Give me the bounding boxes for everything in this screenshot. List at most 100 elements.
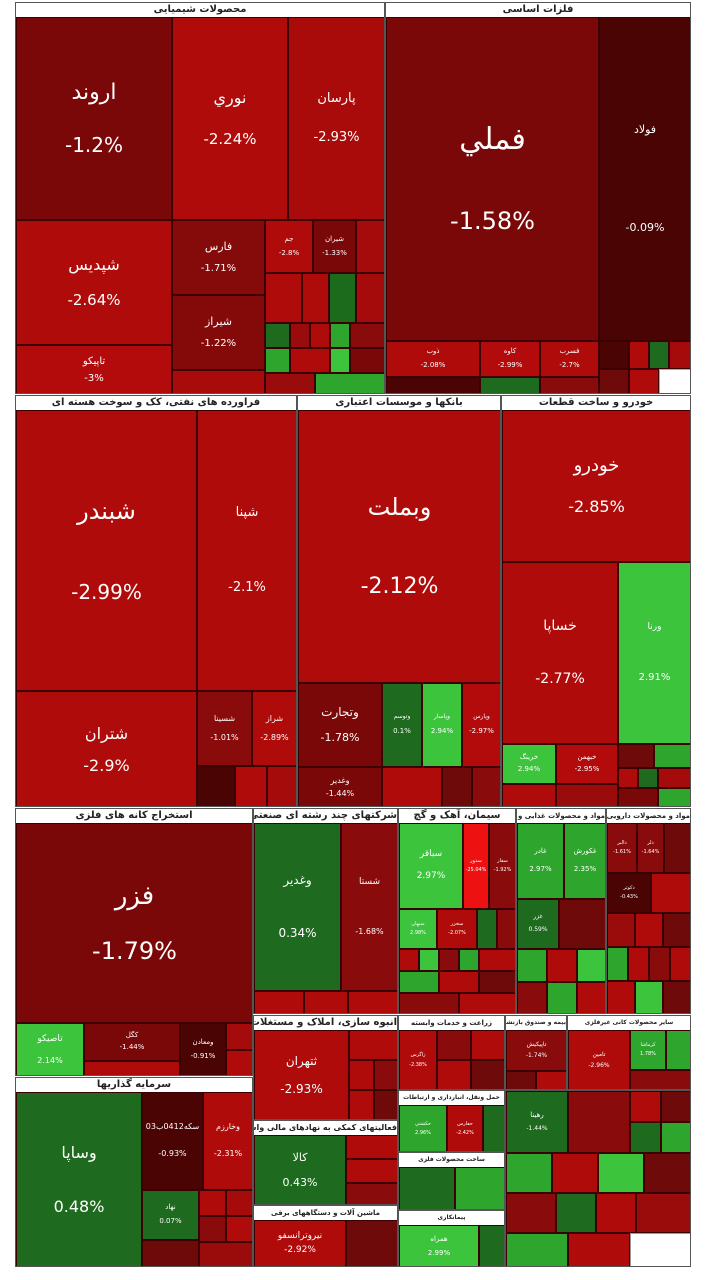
tile-vsapa[interactable]: وساپا 0.48% [16, 1092, 142, 1266]
tile-zob[interactable]: ذوب -2.08% [386, 341, 480, 377]
tile[interactable] [649, 341, 669, 369]
tile[interactable] [540, 377, 599, 393]
tile[interactable] [517, 982, 547, 1013]
tile[interactable] [497, 909, 515, 949]
tile-parsan[interactable]: پارسان -2.93% [288, 17, 384, 220]
tile[interactable] [577, 949, 605, 982]
tile[interactable] [506, 1233, 568, 1266]
tile[interactable] [226, 1050, 252, 1075]
tile[interactable] [399, 1167, 455, 1209]
tile[interactable] [483, 1105, 504, 1151]
tile-vghazar[interactable]: وغدير -1.44% [298, 767, 382, 806]
tile[interactable] [290, 348, 330, 373]
tile-vghadir[interactable]: وغدير 0.34% [254, 823, 341, 991]
tile[interactable] [607, 981, 635, 1013]
tile-dalber[interactable]: دالبر -1.61% [607, 823, 637, 873]
tile[interactable] [142, 1240, 199, 1266]
tile-nirou[interactable]: نيروترانسفو -2.92% [254, 1220, 346, 1266]
tile[interactable] [254, 991, 304, 1013]
tile[interactable] [399, 971, 439, 993]
tile[interactable] [651, 873, 690, 913]
tile[interactable] [654, 744, 690, 768]
tile[interactable] [346, 1135, 397, 1159]
tile-sbahan[interactable]: سبهان 2.98% [399, 909, 437, 949]
tile-khmehr[interactable]: خبهمن -2.95% [556, 744, 618, 784]
tile[interactable] [607, 947, 628, 981]
tile[interactable] [374, 1090, 397, 1119]
tile-sfasa[interactable]: سخزر -2.07% [437, 909, 477, 949]
tile[interactable] [630, 1091, 661, 1122]
tile-kaveh[interactable]: كاوه -2.99% [480, 341, 540, 377]
tile[interactable] [618, 788, 658, 806]
tile-shiran[interactable]: شيران -1.33% [313, 220, 356, 273]
tile[interactable] [349, 1090, 374, 1119]
tile[interactable] [346, 1220, 397, 1266]
tile-ghakorosh[interactable]: غكورش 2.35% [564, 823, 605, 899]
tile[interactable] [471, 1030, 504, 1060]
tile[interactable] [265, 373, 315, 393]
tile[interactable] [226, 1023, 252, 1050]
tile-khrink[interactable]: خرينگ 2.94% [502, 744, 556, 784]
tile[interactable] [629, 341, 649, 369]
tile[interactable] [356, 273, 384, 323]
tile[interactable] [265, 348, 290, 373]
tile-dkosar[interactable]: دكوثر -0.43% [607, 873, 651, 913]
tile[interactable] [552, 1153, 598, 1193]
tile[interactable] [670, 947, 690, 981]
tile[interactable] [399, 993, 459, 1013]
tile[interactable] [84, 1061, 180, 1075]
tile-hafar[interactable]: حفارس -2.42% [447, 1105, 483, 1151]
tile[interactable] [348, 991, 397, 1013]
tile-tapiko[interactable]: تاپيكو -3% [16, 345, 172, 393]
tile[interactable] [630, 1070, 690, 1089]
tile-khsapa[interactable]: خساپا -2.77% [502, 562, 618, 744]
tile[interactable] [658, 788, 690, 806]
tile[interactable] [226, 1190, 252, 1216]
tile[interactable] [547, 982, 577, 1013]
tile[interactable] [290, 323, 310, 348]
tile-sabaqer[interactable]: سباقر 2.97% [399, 823, 463, 909]
tile-shabandar[interactable]: شبندر -2.99% [16, 410, 197, 691]
tile-fazar[interactable]: فزر -1.79% [16, 823, 252, 1023]
tile[interactable] [630, 1233, 690, 1266]
tile-nouri[interactable]: نوري -2.24% [172, 17, 288, 220]
tile[interactable] [659, 369, 690, 393]
tile[interactable] [479, 971, 515, 993]
tile[interactable] [635, 981, 663, 1013]
tile[interactable] [437, 1030, 471, 1060]
tile-shasta[interactable]: شستا -1.68% [341, 823, 397, 991]
tile[interactable] [536, 1071, 566, 1089]
tile-shapdis[interactable]: شپديس -2.64% [16, 220, 172, 345]
tile-vtoosa[interactable]: وتوسم 0.1% [382, 683, 422, 767]
tile[interactable] [480, 377, 540, 393]
tile-ghzar[interactable]: غزر 0.59% [517, 899, 559, 949]
tile-reinta[interactable]: رهينا -1.44% [506, 1091, 568, 1153]
tile-vrana[interactable]: ورنا 2.91% [618, 562, 690, 744]
tile[interactable] [630, 1122, 661, 1153]
tile[interactable] [265, 273, 302, 323]
tile[interactable] [315, 373, 384, 393]
tile[interactable] [644, 1153, 690, 1193]
tile-dlarz[interactable]: دلر -1.64% [637, 823, 664, 873]
tile[interactable] [666, 1030, 690, 1070]
tile-sdoroud[interactable]: سدور -25.04% [463, 823, 489, 909]
tile-arvand[interactable]: اروند -1.2% [16, 17, 172, 220]
tile[interactable] [607, 913, 635, 947]
tile[interactable] [618, 744, 654, 768]
tile[interactable] [658, 768, 690, 788]
tile[interactable] [568, 1091, 630, 1153]
tile[interactable] [664, 823, 690, 873]
tile[interactable] [477, 909, 497, 949]
tile[interactable] [346, 1183, 397, 1204]
tile[interactable] [304, 991, 348, 1013]
tile[interactable] [419, 949, 439, 971]
tile[interactable] [199, 1216, 226, 1242]
tile[interactable] [226, 1216, 252, 1242]
tile-famli[interactable]: فملي -1.58% [386, 17, 599, 341]
tile[interactable] [577, 982, 605, 1013]
tile-foulad[interactable]: فولاد -0.09% [599, 17, 690, 341]
tile[interactable] [437, 1060, 471, 1089]
tile-vpasar[interactable]: وپاسار 2.94% [422, 683, 462, 767]
tile[interactable] [399, 949, 419, 971]
tile[interactable] [310, 323, 330, 348]
